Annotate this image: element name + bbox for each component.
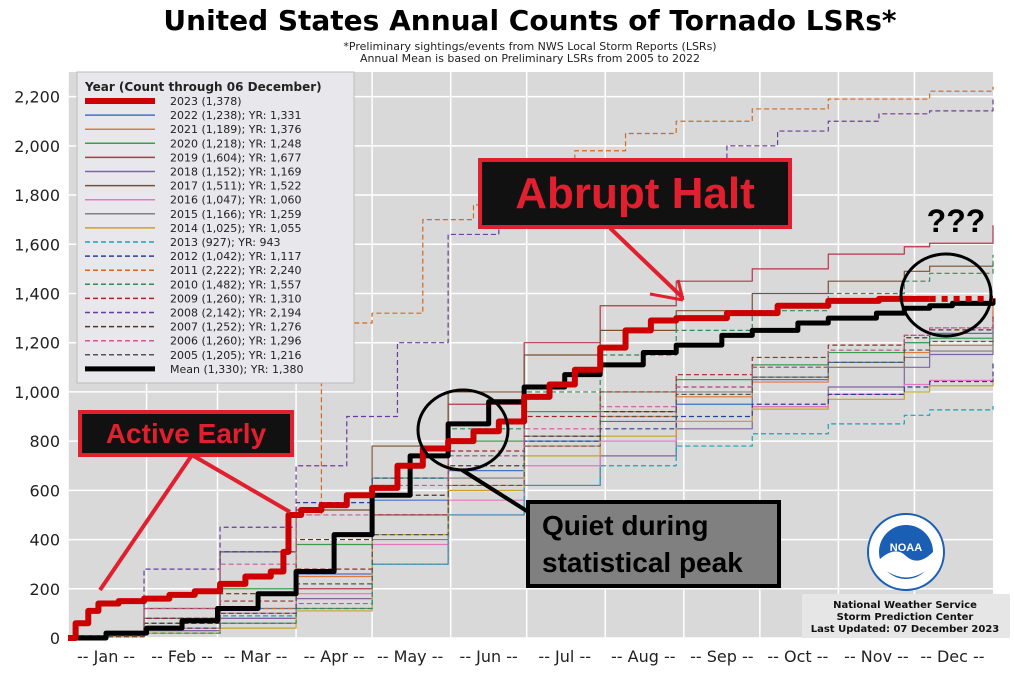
credit-box bbox=[802, 594, 1010, 638]
abrupt-halt-callout: Abrupt Halt bbox=[478, 158, 792, 302]
x-tick-label: -- Jun -- bbox=[460, 647, 518, 666]
x-tick-label: -- Oct -- bbox=[767, 647, 828, 666]
legend-items: 2023 (1,378)2022 (1,238); YR: 1,3312021 … bbox=[85, 95, 303, 376]
quiet-peak-pointer bbox=[460, 468, 532, 515]
x-tick-label: -- May -- bbox=[377, 647, 443, 666]
x-tick-label: -- Nov -- bbox=[844, 647, 909, 666]
abrupt-halt-arrowhead-a bbox=[649, 292, 684, 302]
x-tick-label: -- Sep -- bbox=[690, 647, 753, 666]
quiet-peak-label-1: Quiet during bbox=[542, 510, 708, 541]
y-tick-label: 2,000 bbox=[14, 137, 60, 156]
legend-label: 2013 (927); YR: 943 bbox=[170, 236, 281, 249]
legend-label: 2012 (1,042); YR: 1,117 bbox=[170, 250, 301, 263]
legend-label: 2021 (1,189); YR: 1,376 bbox=[170, 123, 301, 136]
x-tick-label: -- Aug -- bbox=[611, 647, 676, 666]
x-tick-label: -- Apr -- bbox=[304, 647, 365, 666]
series-line bbox=[68, 378, 994, 638]
y-tick-label: 1,200 bbox=[14, 334, 60, 353]
quiet-peak-box bbox=[526, 500, 781, 588]
active-early-box bbox=[78, 410, 294, 457]
legend-label: 2016 (1,047); YR: 1,060 bbox=[170, 194, 301, 207]
question-callout: ??? bbox=[899, 203, 993, 338]
legend: Year (Count through 06 December) 2023 (1… bbox=[76, 71, 355, 384]
active-early-callout: Active Early bbox=[78, 410, 294, 592]
y-tick-label: 1,000 bbox=[14, 383, 60, 402]
legend-label: 2009 (1,260); YR: 1,310 bbox=[170, 292, 301, 305]
x-tick-label: -- Feb -- bbox=[151, 647, 213, 666]
abrupt-halt-label: Abrupt Halt bbox=[515, 169, 755, 218]
noaa-logo: NOAA bbox=[867, 513, 945, 591]
y-tick-label: 1,800 bbox=[14, 186, 60, 205]
y-tick-label: 1,400 bbox=[14, 284, 60, 303]
chart-subtitle-1: *Preliminary sightings/events from NWS L… bbox=[343, 40, 716, 53]
quiet-peak-callout: Quiet during statistical peak bbox=[416, 388, 781, 588]
credit-line-1: National Weather Service bbox=[833, 600, 977, 611]
y-axis-ticks: 0 200 400 600 800 1,000 1,200 1,400 1,600 1,800 2,… bbox=[14, 88, 60, 648]
abrupt-halt-box bbox=[478, 158, 792, 229]
chart-title: United States Annual Counts of Tornado L… bbox=[163, 4, 897, 37]
abrupt-halt-arrow bbox=[608, 226, 685, 300]
legend-label: 2022 (1,238); YR: 1,331 bbox=[170, 109, 301, 122]
legend-label: 2011 (2,222); YR: 2,240 bbox=[170, 264, 301, 277]
legend-label: 2015 (1,166); YR: 1,259 bbox=[170, 208, 301, 221]
credit-line-2: Storm Prediction Center bbox=[837, 612, 974, 623]
legend-label: 2020 (1,218); YR: 1,248 bbox=[170, 137, 301, 150]
active-early-label: Active Early bbox=[106, 418, 267, 449]
legend-label: 2018 (1,152); YR: 1,169 bbox=[170, 166, 301, 179]
legend-title: Year (Count through 06 December) bbox=[84, 80, 322, 94]
y-tick-label: 2,200 bbox=[14, 88, 60, 107]
legend-label: 2019 (1,604); YR: 1,677 bbox=[170, 151, 301, 164]
legend-label: 2023 (1,378) bbox=[170, 95, 242, 108]
series-line bbox=[68, 338, 994, 638]
x-tick-label: -- Mar -- bbox=[224, 647, 287, 666]
y-tick-label: 200 bbox=[29, 580, 60, 599]
legend-label: 2007 (1,252); YR: 1,276 bbox=[170, 321, 301, 334]
legend-label: 2017 (1,511); YR: 1,522 bbox=[170, 180, 301, 193]
legend-label: 2005 (1,205); YR: 1,216 bbox=[170, 349, 301, 362]
x-tick-label: -- Jul -- bbox=[538, 647, 591, 666]
series-line bbox=[68, 405, 994, 638]
y-tick-label: 600 bbox=[29, 481, 60, 500]
question-circle bbox=[899, 252, 993, 338]
active-early-arrow-left bbox=[98, 453, 194, 592]
noaa-bird-icon bbox=[879, 551, 933, 578]
legend-label: 2010 (1,482); YR: 1,557 bbox=[170, 278, 301, 291]
legend-label: 2008 (2,142); YR: 2,194 bbox=[170, 307, 301, 320]
y-tick-label: 1,600 bbox=[14, 235, 60, 254]
legend-label: 2006 (1,260); YR: 1,296 bbox=[170, 335, 301, 348]
question-label: ??? bbox=[927, 203, 986, 239]
y-tick-label: 0 bbox=[50, 629, 60, 648]
credit-line-3: Last Updated: 07 December 2023 bbox=[811, 624, 1000, 635]
chart-subtitle-2: Annual Mean is based on Preliminary LSRs… bbox=[360, 52, 700, 65]
noaa-logo-text: NOAA bbox=[890, 542, 922, 554]
abrupt-halt-arrowhead-b bbox=[676, 279, 685, 301]
y-tick-label: 800 bbox=[29, 432, 60, 451]
y-tick-label: 400 bbox=[29, 531, 60, 550]
x-tick-label: -- Jan -- bbox=[77, 647, 135, 666]
quiet-peak-label-2: statistical peak bbox=[542, 547, 743, 578]
active-early-arrow-right bbox=[190, 453, 292, 514]
x-axis-ticks: -- Jan -- -- Feb -- -- Mar -- -- Apr -- -- M… bbox=[77, 647, 985, 666]
x-tick-label: -- Dec -- bbox=[920, 647, 984, 666]
series-line bbox=[68, 363, 994, 637]
legend-label: 2014 (1,025); YR: 1,055 bbox=[170, 222, 301, 235]
series-line bbox=[68, 295, 930, 641]
legend-label: Mean (1,330); YR: 1,380 bbox=[170, 363, 303, 376]
